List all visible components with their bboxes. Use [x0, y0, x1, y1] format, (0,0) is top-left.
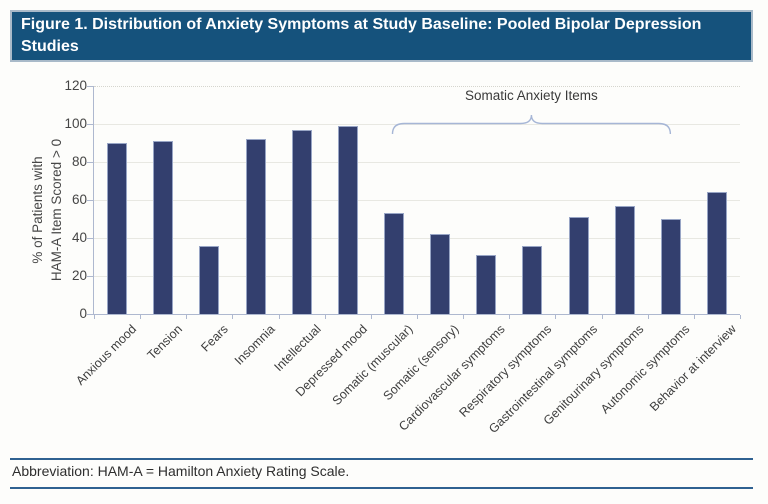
gridline — [94, 86, 740, 87]
gridline — [94, 124, 740, 125]
somatic-anxiety-items-label: Somatic Anxiety Items — [464, 88, 598, 103]
x-tick-label: Autonomic symptoms — [598, 322, 693, 417]
bar — [522, 246, 543, 314]
y-tick-label: 60 — [71, 192, 87, 207]
bar — [291, 130, 312, 314]
x-axis-tick — [94, 315, 95, 319]
x-axis-tick — [647, 315, 649, 319]
x-axis-tick — [693, 315, 695, 319]
bar — [245, 139, 266, 314]
figure-title-bar: Figure 1. Distribution of Anxiety Sympto… — [10, 10, 753, 62]
x-axis-tick — [555, 315, 557, 319]
y-axis-tick — [87, 162, 93, 163]
bar — [383, 213, 404, 314]
bar — [199, 246, 220, 314]
bar — [568, 217, 589, 314]
y-axis-tick — [87, 86, 93, 87]
y-axis-tick — [87, 314, 93, 315]
bar — [337, 126, 358, 314]
x-tick-label: Behavior at interview — [646, 322, 739, 414]
x-axis-tick — [232, 315, 234, 319]
x-axis-tick — [601, 315, 603, 319]
bar — [476, 255, 497, 314]
gridline — [94, 238, 740, 239]
x-axis-tick — [509, 315, 511, 319]
x-axis-tick — [370, 315, 372, 319]
x-axis-tick — [278, 315, 280, 319]
x-axis-tick — [186, 315, 188, 319]
y-tick-label: 0 — [79, 306, 87, 321]
figure-title: Figure 1. Distribution of Anxiety Sympto… — [21, 16, 702, 55]
x-axis-tick — [740, 315, 741, 319]
gridline — [94, 162, 740, 163]
y-axis-tick — [87, 238, 93, 239]
gridline — [94, 276, 740, 277]
y-tick-label: 40 — [71, 230, 87, 245]
plot-area: Anxious mood Tension Fears Insomnia Intellec… — [73, 86, 741, 436]
y-tick-label: 80 — [71, 154, 87, 169]
y-axis-tick — [87, 200, 93, 201]
x-tick-label: Insomnia — [231, 322, 278, 368]
y-tick-label: 20 — [71, 268, 87, 283]
abbreviation-footnote: Abbreviation: HAM-A = Hamilton Anxiety R… — [12, 463, 350, 479]
x-axis-tick — [324, 315, 326, 319]
bar — [153, 141, 174, 314]
bar — [660, 219, 681, 314]
bar — [107, 143, 128, 314]
x-axis-tick — [463, 315, 465, 319]
y-tick-label: 100 — [64, 116, 87, 131]
footer-top-rule — [10, 458, 753, 460]
somatic-items-bracket — [391, 114, 671, 135]
gridline — [94, 200, 740, 201]
x-axis-tick — [417, 315, 418, 319]
bar — [706, 192, 727, 314]
y-tick-label: 120 — [64, 78, 87, 93]
x-tick-label: Fears — [198, 322, 232, 355]
bar — [614, 206, 635, 314]
y-axis-tick — [87, 124, 93, 125]
bar — [430, 234, 451, 314]
y-axis-tick — [87, 276, 93, 277]
x-axis-tick — [140, 315, 142, 319]
x-tick-label: Somatic (muscular) — [329, 322, 416, 409]
x-tick-label: Tension — [144, 322, 186, 363]
footer-bottom-rule — [10, 487, 753, 489]
x-tick-label: Anxious mood — [73, 322, 139, 388]
